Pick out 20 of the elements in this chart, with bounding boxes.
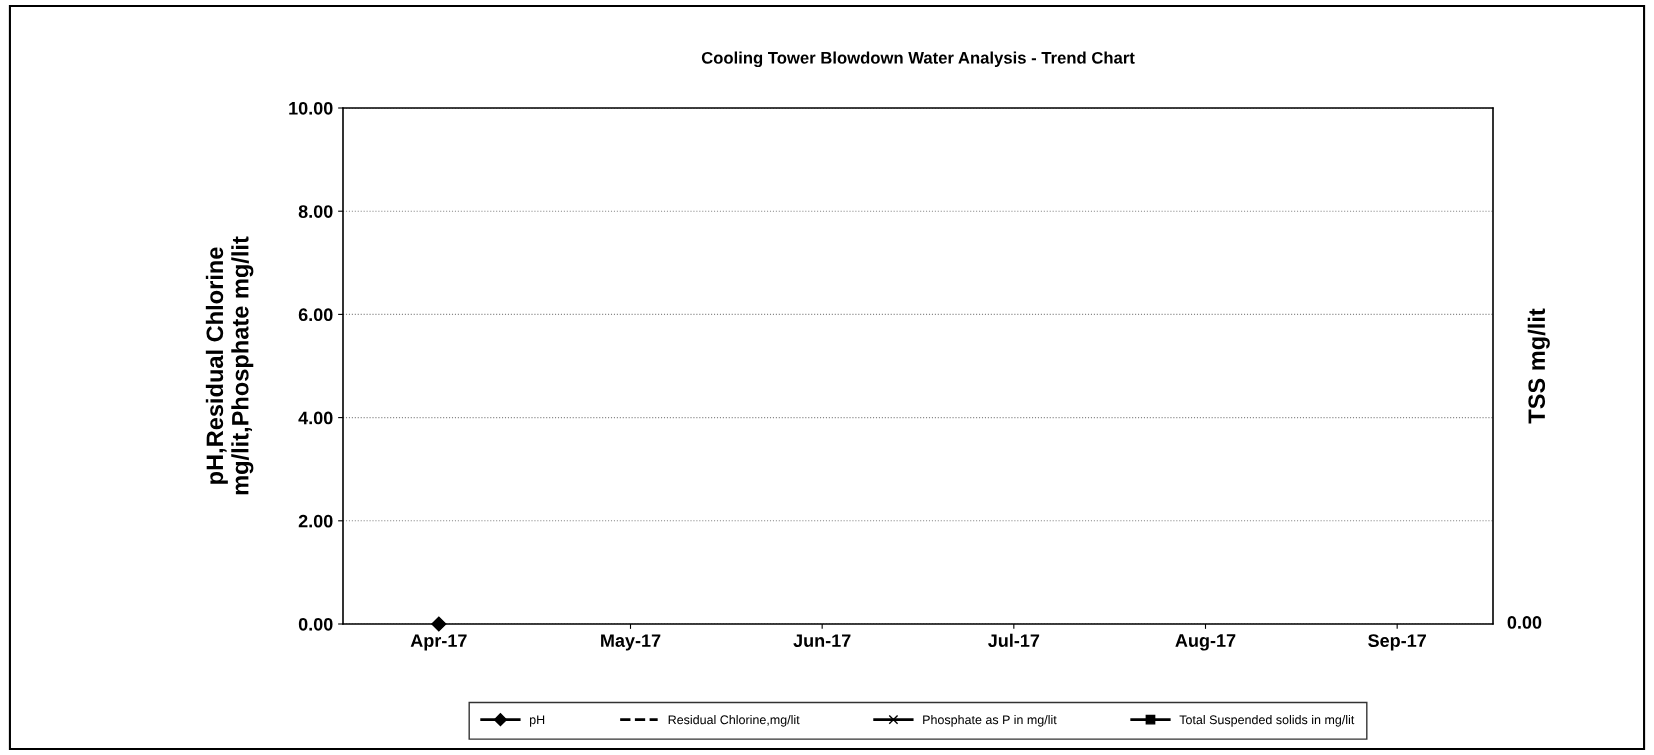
chart-title: Cooling Tower Blowdown Water Analysis - Trend Chart: [701, 51, 1135, 68]
y-axis-title: pH,Residual Chlorine mg/lit,Phosphate mg/lit: [205, 236, 254, 495]
y-tick-label: 8.00: [298, 205, 333, 218]
legend-label: Residual Chlorine,mg/lit: [668, 714, 800, 727]
x-tick-label: Jun-17: [793, 634, 851, 647]
x-tick-label: Aug-17: [1175, 634, 1236, 651]
y-tick-label: 6.00: [298, 308, 333, 322]
y2-axis-title: TSS mg/lit: [1527, 308, 1550, 424]
x-tick-label: Apr-17: [410, 634, 467, 651]
x-tick-label: Jul-17: [988, 633, 1040, 647]
legend-label: pH: [529, 715, 545, 727]
y-tick-label: 4.00: [298, 411, 333, 425]
y-tick-label: 10.00: [289, 101, 333, 115]
y-tick-label: 0.00: [298, 617, 333, 631]
x-tick-label: Sep-17: [1368, 634, 1426, 651]
y-tick-label: 2.00: [298, 514, 333, 528]
x-tick-label: May-17: [601, 634, 661, 651]
legend-label: Total Suspended solids in mg/lit: [1179, 714, 1355, 727]
text: 0.00: [1507, 616, 1542, 629]
legend-label: Phosphate as P in mg/lit: [923, 714, 1057, 727]
